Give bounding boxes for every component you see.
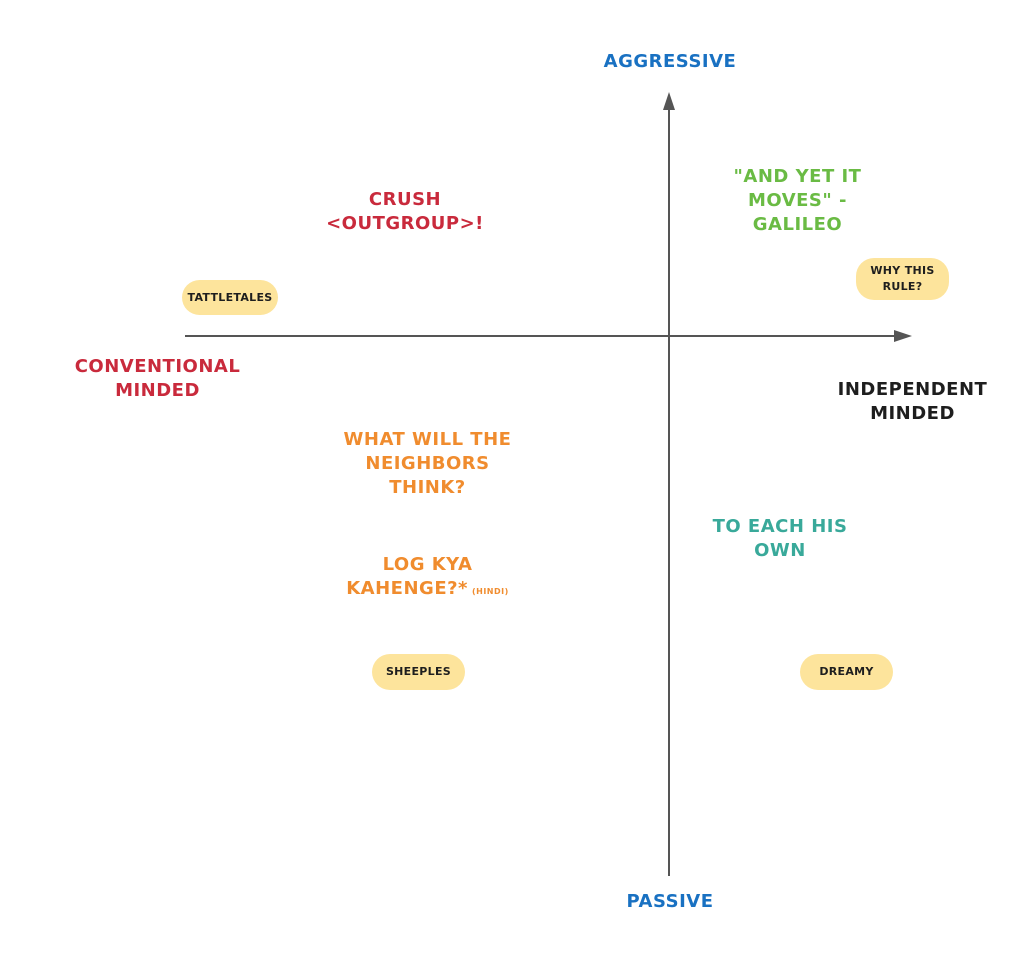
axis-label-aggressive: AGGRESSIVE [603, 51, 737, 72]
dreamy-label: DREAMY [819, 665, 874, 678]
sheeples-label: SHEEPLES [385, 665, 452, 678]
independent-line-2: MINDED [870, 403, 955, 424]
axis-label-conventional-minded: CONVENTIONAL MINDED [60, 355, 255, 403]
each-line-1: TO EACH HIS [712, 516, 848, 537]
quote-to-each-his-own: TO EACH HIS OWN [700, 515, 860, 563]
log-line-2: KAHENGE?* [346, 578, 468, 599]
hindi-note: (HINDI) [471, 587, 509, 596]
conventional-line-2: MINDED [115, 380, 200, 401]
independent-line-1: INDEPENDENT [837, 379, 988, 400]
quote-log-kya-kahenge: LOG KYA KAHENGE?* (HINDI) [330, 553, 525, 604]
why-line-2: RULE? [882, 280, 923, 293]
neighbors-line-3: THINK? [389, 477, 466, 498]
up-arrowhead-icon [663, 92, 675, 110]
tag-dreamy: DREAMY [800, 654, 893, 690]
why-line-1: WHY THIS [870, 264, 935, 277]
log-line-2-wrap: KAHENGE?* (HINDI) [330, 577, 525, 604]
axis-label-passive: PASSIVE [626, 891, 714, 912]
quote-neighbors: WHAT WILL THE NEIGHBORS THINK? [330, 428, 525, 500]
tag-why-this-rule: WHY THIS RULE? [856, 258, 949, 300]
quote-crush-outgroup: CRUSH <OUTGROUP>! [320, 188, 490, 236]
log-line-1: LOG KYA [382, 554, 473, 575]
tag-sheeples: SHEEPLES [372, 654, 465, 690]
crush-line-2: <OUTGROUP>! [326, 213, 484, 234]
crush-line-1: CRUSH [368, 189, 442, 210]
right-arrowhead-icon [894, 330, 912, 342]
galileo-line-2: MOVES" - [747, 190, 848, 211]
quote-galileo: "AND YET IT MOVES" - GALILEO [715, 165, 880, 237]
tattletales-label: TATTLETALES [187, 290, 273, 304]
neighbors-line-2: NEIGHBORS [365, 453, 490, 474]
axis-label-independent-minded: INDEPENDENT MINDED [825, 378, 1000, 426]
each-line-2: OWN [754, 540, 806, 561]
neighbors-line-1: WHAT WILL THE [343, 429, 512, 450]
conventional-line-1: CONVENTIONAL [74, 356, 241, 377]
tag-tattletales: TATTLETALES [182, 280, 278, 315]
galileo-line-3: GALILEO [752, 214, 843, 235]
galileo-line-1: "AND YET IT [733, 166, 862, 187]
